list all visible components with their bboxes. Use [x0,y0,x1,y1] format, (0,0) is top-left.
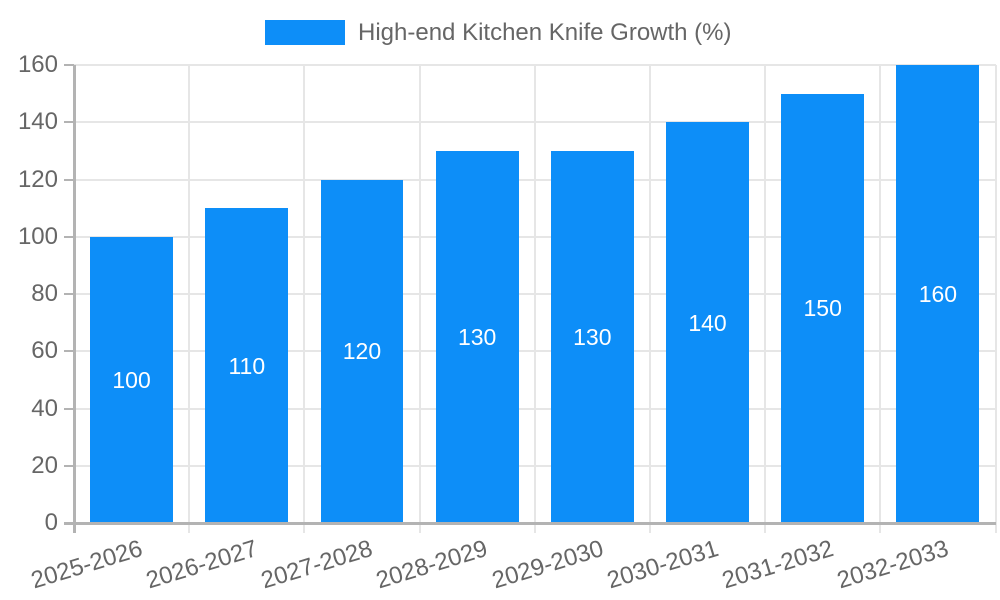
y-axis-label: 20 [31,451,58,479]
bar[interactable] [666,122,749,523]
y-axis-line [73,65,76,533]
x-axis-label: 2032-2033 [834,535,952,595]
x-axis-label: 2027-2028 [258,535,376,595]
x-axis-label: 2030-2031 [603,535,722,595]
y-axis-tick [64,464,74,467]
bar[interactable] [896,65,980,523]
bar-value-label: 160 [918,281,958,307]
gridline-vertical [994,65,997,533]
bar-value-label: 150 [803,295,842,322]
y-axis-label: 100 [17,222,58,250]
y-axis-tick [64,350,74,353]
bar[interactable] [320,179,404,523]
y-axis-label: 160 [17,51,58,78]
x-axis-label: 2026-2027 [143,535,261,595]
gridline-vertical [764,65,767,533]
y-axis-tick [64,178,74,181]
legend-swatch [265,20,345,45]
y-axis-label: 40 [31,394,58,422]
bar[interactable] [90,236,174,523]
bar-value-label: 130 [457,323,497,350]
y-axis-label: 0 [44,509,58,536]
y-axis-label: 120 [17,165,58,193]
gridline-vertical [648,65,651,533]
bar-value-label: 110 [228,352,266,379]
gridline-vertical [188,65,191,533]
bar[interactable] [781,93,865,523]
bar[interactable] [205,208,289,523]
bar-value-label: 130 [573,323,612,350]
y-axis-label: 80 [31,280,58,307]
bar-value-label: 140 [688,309,727,336]
y-axis-tick [64,64,74,66]
x-axis-label: 2028-2029 [373,535,492,595]
gridline-vertical [533,65,536,533]
gridline-vertical [303,65,306,533]
y-axis-tick [64,121,74,124]
y-axis-label: 60 [31,337,58,365]
x-axis-label: 2029-2030 [488,535,607,595]
y-axis-tick [64,235,74,238]
y-axis-tick [64,293,74,295]
x-axis-label: 2025-2026 [27,535,146,595]
x-axis-label: 2031-2032 [718,535,837,595]
gridline-vertical [879,65,882,533]
bar-value-label: 100 [112,366,151,393]
legend-item[interactable]: High-end Kitchen Knife Growth (%) [265,18,732,46]
gridline-vertical [418,65,421,533]
legend-label: High-end Kitchen Knife Growth (%) [358,18,732,46]
y-axis-tick [64,407,74,410]
bar-value-label: 120 [342,338,382,365]
x-axis-line [64,522,996,525]
bar[interactable] [550,150,634,523]
bar[interactable] [435,150,519,523]
y-axis-label: 140 [17,108,58,136]
